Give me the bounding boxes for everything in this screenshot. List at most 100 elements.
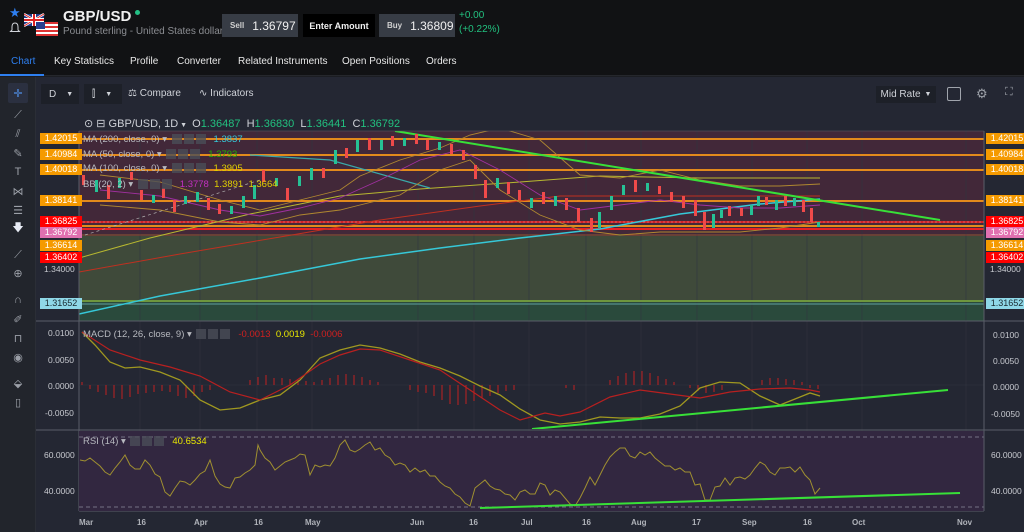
macd-legend[interactable]: MACD (12, 26, close, 9) ▾ -0.0013 0.0019… <box>83 329 343 340</box>
brush-icon[interactable]: ✎ <box>13 147 23 160</box>
close-icon[interactable] <box>220 329 231 340</box>
macd-axis-tick: -0.0050 <box>991 409 1020 419</box>
fullscreen-icon[interactable]: ⛶ <box>1005 86 1013 98</box>
ma100-label: MA (100, close, 0) <box>83 163 160 174</box>
x-axis-tick: 16 <box>469 518 478 527</box>
chevron-down-icon: ▼ <box>105 90 113 98</box>
pattern-icon[interactable]: ⋈ <box>12 185 24 198</box>
eye-icon[interactable] <box>171 134 182 145</box>
tab-orders[interactable]: Orders <box>426 56 457 67</box>
chart-type-select[interactable]: ⫿ ▼ <box>84 84 122 104</box>
price-tag-right: 1.40018 <box>986 164 1024 175</box>
rsi-legend[interactable]: RSI (14) ▾ 40.6534 <box>83 436 207 447</box>
x-axis-tick: Aug <box>631 518 647 527</box>
gear-icon[interactable] <box>183 163 194 174</box>
eye-icon[interactable] <box>171 163 182 174</box>
ma200-label: MA (200, close, 0) <box>83 134 160 145</box>
gear-icon[interactable] <box>208 329 219 340</box>
crosshair-icon[interactable]: ✛ <box>8 83 28 103</box>
series-title[interactable]: GBP/USD, 1D <box>108 118 179 130</box>
change-percent: (+0.22%) <box>459 24 500 35</box>
layers-icon[interactable]: ⬙ <box>13 377 23 390</box>
zoom-in-icon[interactable]: ⊕ <box>13 267 23 280</box>
tab-chart[interactable]: Chart <box>11 56 36 67</box>
ma200-legend[interactable]: MA (200, close, 0) ▾ 1.3837 <box>83 134 243 145</box>
tab-related-instruments[interactable]: Related Instruments <box>238 56 328 67</box>
interval-select[interactable]: D ▼ <box>41 84 79 104</box>
tab-converter[interactable]: Converter <box>177 56 221 67</box>
pitchfork-icon[interactable]: ⫽ <box>15 127 21 140</box>
trendline-icon[interactable]: ⟋ <box>14 108 22 121</box>
bb-lower-value: 1.3664 <box>248 179 278 190</box>
screenshot-icon[interactable] <box>947 87 961 101</box>
high-label: H <box>246 118 255 130</box>
price-tag-right: 1.36825 <box>986 216 1024 227</box>
price-tag-left: 1.42015 <box>40 133 82 144</box>
gear-icon[interactable] <box>149 179 160 190</box>
bb-legend[interactable]: BB (20, 2) ▾ 1.3778 1.3891 1.3664 <box>83 179 278 190</box>
favorite-star-icon[interactable]: ★ <box>9 5 21 20</box>
ma50-legend[interactable]: MA (50, close, 0) ▾ 1.3793 <box>83 149 238 160</box>
price-tag-left: 1.36402 <box>40 252 82 263</box>
fib-icon[interactable]: ☰ <box>13 204 23 217</box>
x-axis-tick: 17 <box>692 518 701 527</box>
text-icon[interactable]: T <box>14 166 22 178</box>
tab-profile[interactable]: Profile <box>130 56 159 67</box>
x-axis-tick: May <box>305 518 321 527</box>
macd-axis-tick: 0.0100 <box>993 330 1019 340</box>
eye-icon[interactable] <box>196 329 207 340</box>
eye-icon[interactable] <box>166 149 177 160</box>
unlock-icon[interactable]: ⊓ <box>13 332 23 345</box>
tab-open-positions[interactable]: Open Positions <box>342 56 410 67</box>
price-tag-left: 1.36614 <box>40 240 82 251</box>
eye-icon[interactable] <box>130 436 141 447</box>
trash-icon[interactable]: ▯ <box>14 396 22 409</box>
collapse-icon[interactable]: ⊙ ⊟ <box>84 118 109 130</box>
gear-icon[interactable] <box>183 134 194 145</box>
sell-button[interactable]: Sell 1.36797 <box>222 14 298 37</box>
macd-axis-tick: 0.0000 <box>48 381 74 391</box>
compare-icon: ⚖ <box>128 88 140 99</box>
ruler-icon[interactable]: ⟋ <box>14 248 22 261</box>
ma100-legend[interactable]: MA (100, close, 0) ▾ 1.3905 <box>83 163 243 174</box>
eye-icon[interactable] <box>137 179 148 190</box>
gear-icon[interactable]: ⚙ <box>976 86 988 101</box>
price-tag-left: 1.31652 <box>40 298 82 309</box>
buy-button[interactable]: Buy 1.36809 <box>379 14 455 37</box>
price-tag-left: 1.36825 <box>40 216 82 227</box>
gear-icon[interactable] <box>142 436 153 447</box>
price-tag-right: 1.36792 <box>986 227 1024 238</box>
close-icon[interactable] <box>195 134 206 145</box>
lock-drawings-icon[interactable]: ✐ <box>13 313 23 326</box>
x-axis-tick: 16 <box>254 518 263 527</box>
active-tab-indicator <box>0 74 44 76</box>
eye-icon[interactable]: ◉ <box>13 351 23 364</box>
alert-bell-icon[interactable] <box>9 22 21 34</box>
indicators-button[interactable]: ∿ Indicators <box>199 88 254 99</box>
magnet-icon[interactable]: ∩ <box>14 294 22 306</box>
price-axis-tick: 1.34000 <box>44 264 75 274</box>
tab-key-statistics[interactable]: Key Statistics <box>54 56 115 67</box>
close-icon[interactable] <box>154 436 165 447</box>
gear-icon[interactable] <box>178 149 189 160</box>
compare-button[interactable]: ⚖ Compare <box>128 88 181 99</box>
price-mode-select[interactable]: Mid Rate ▼ <box>876 86 936 103</box>
market-status-dot <box>135 10 140 15</box>
open-label: O <box>192 118 201 130</box>
price-tag-right: 1.40984 <box>986 149 1024 160</box>
enter-amount-input[interactable]: Enter Amount <box>303 14 375 37</box>
macd-signal-value: -0.0006 <box>310 329 343 340</box>
x-axis-tick: Jul <box>521 518 533 527</box>
tab-bar: Chart Key Statistics Profile Converter R… <box>0 48 1024 76</box>
close-icon[interactable] <box>161 179 172 190</box>
price-tag-left: 1.40018 <box>40 164 82 175</box>
drawing-toolbar: ✛ ⟋ ⫽ ✎ T ⋈ ☰ 🡇 ⟋ ⊕ ∩ ✐ ⊓ ◉ ⬙ ▯ <box>0 77 36 532</box>
macd-axis-tick: 0.0100 <box>48 328 74 338</box>
close-icon[interactable] <box>190 149 201 160</box>
arrow-down-icon[interactable]: 🡇 <box>12 221 24 234</box>
sell-label: Sell <box>230 21 245 30</box>
x-axis-tick: Jun <box>410 518 425 527</box>
price-tag-left: 1.38141 <box>40 195 82 206</box>
close-icon[interactable] <box>195 163 206 174</box>
